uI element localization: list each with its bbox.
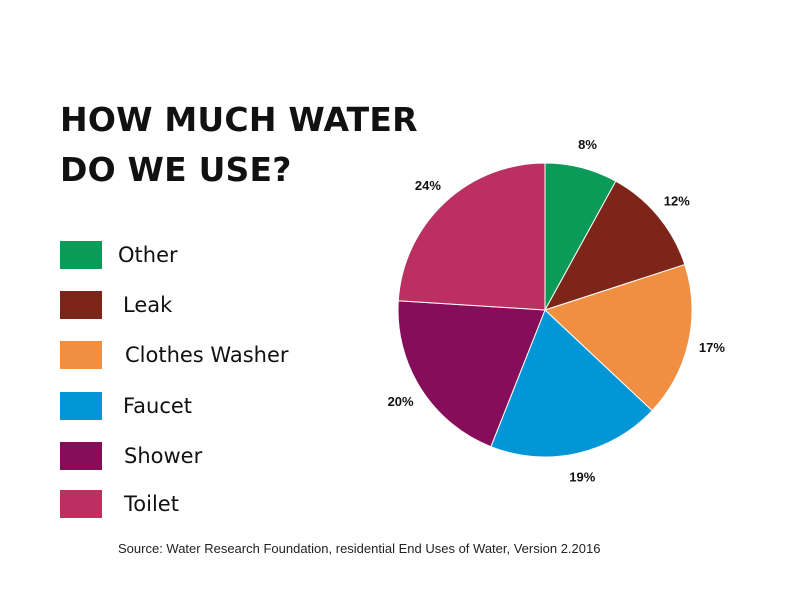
slice-label-other: 8% xyxy=(578,137,597,152)
pie-slice-leak xyxy=(543,180,686,311)
legend-swatch-clothes-washer xyxy=(60,341,102,369)
legend-swatch-shower xyxy=(60,442,102,470)
legend-label-faucet: Faucet xyxy=(123,394,193,418)
pie-slice-toilet xyxy=(397,162,546,311)
legend-label-other: Other xyxy=(118,243,178,267)
slice-label-leak: 12% xyxy=(664,194,690,209)
legend-label-leak: Leak xyxy=(123,293,173,317)
pie-slice-faucet xyxy=(490,309,653,458)
slice-label-clothes-washer: 17% xyxy=(699,340,725,355)
legend-swatch-other xyxy=(60,241,102,269)
legend-swatch-leak xyxy=(60,291,102,319)
slice-label-faucet: 19% xyxy=(569,469,595,484)
slice-label-toilet: 24% xyxy=(415,178,441,193)
slice-label-shower: 20% xyxy=(388,394,414,409)
pie-slice-shower xyxy=(397,300,546,448)
legend-label-clothes-washer: Clothes Washer xyxy=(125,343,289,367)
chart-title-line-1: HOW MUCH WATER xyxy=(60,100,418,139)
pie-slice-clothes-washer xyxy=(544,263,693,412)
legend-swatch-faucet xyxy=(60,392,102,420)
chart-title: HOW MUCH WATER DO WE USE? xyxy=(60,95,418,195)
legend-swatch-toilet xyxy=(60,490,102,518)
chart-title-line-2: DO WE USE? xyxy=(60,150,292,189)
legend-label-toilet: Toilet xyxy=(124,492,179,516)
legend-label-shower: Shower xyxy=(124,444,203,468)
source-note: Source: Water Research Foundation, resid… xyxy=(118,541,601,556)
